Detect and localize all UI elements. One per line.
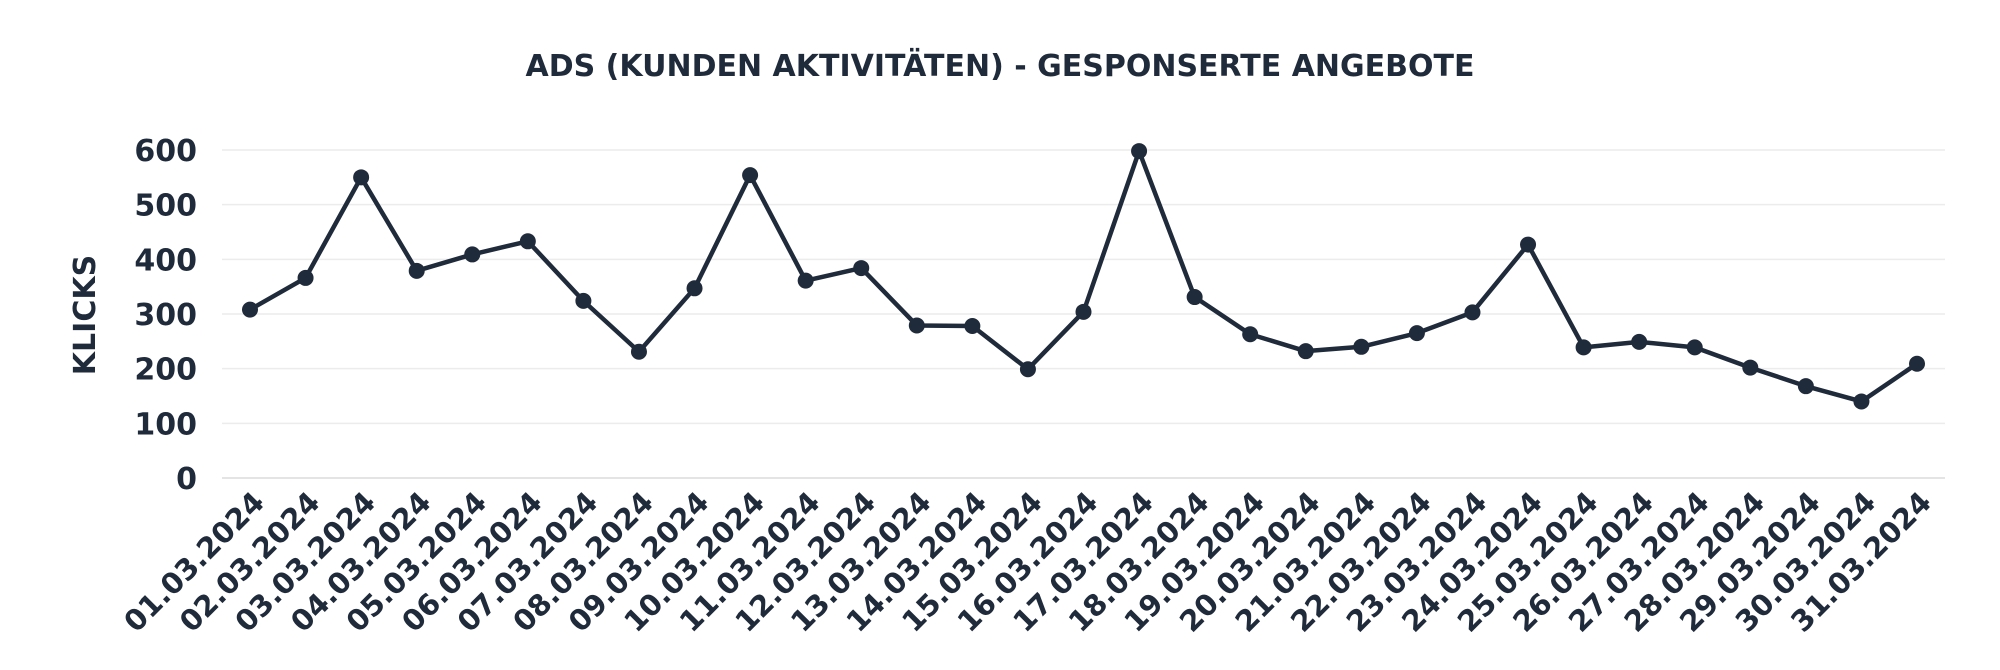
data-point	[575, 292, 592, 309]
data-point	[853, 260, 870, 277]
data-point	[1909, 355, 1925, 372]
data-point	[1019, 361, 1036, 378]
y-tick-label: 0	[176, 462, 197, 497]
data-point	[242, 301, 258, 318]
y-axis-label: KLICKS	[68, 255, 103, 375]
data-point	[408, 262, 425, 279]
y-axis-ticks: 0 100 200 300 400 500 600	[134, 134, 197, 497]
y-tick-label: 600	[134, 134, 197, 169]
data-point	[297, 269, 314, 286]
y-tick-label: 500	[134, 189, 197, 224]
data-point	[742, 167, 759, 184]
data-point	[1631, 333, 1648, 350]
gridlines	[222, 149, 1945, 479]
data-point	[908, 317, 925, 334]
data-point	[1575, 339, 1592, 356]
data-point	[1408, 325, 1425, 342]
y-tick-label: 200	[134, 353, 197, 388]
series-line	[248, 148, 1919, 404]
y-tick-label: 100	[134, 407, 197, 442]
data-point	[1297, 343, 1314, 360]
data-point	[1742, 359, 1759, 376]
data-point	[964, 318, 981, 335]
x-axis-ticks: 01.03.202402.03.202403.03.202404.03.2024…	[117, 485, 1938, 639]
data-point	[1131, 143, 1148, 160]
data-point	[519, 233, 536, 250]
y-tick-label: 300	[134, 298, 197, 333]
chart-title: ADS (KUNDEN AKTIVITÄTEN) - GESPONSERTE A…	[526, 48, 1475, 84]
data-point	[464, 246, 481, 263]
data-point	[1797, 378, 1814, 395]
data-point	[1464, 304, 1481, 321]
data-point	[686, 280, 703, 297]
data-point	[630, 343, 647, 360]
data-point	[1353, 338, 1370, 355]
data-point	[353, 169, 370, 186]
series-layer	[242, 143, 1925, 410]
data-point	[1686, 339, 1703, 356]
data-point	[797, 272, 814, 289]
data-point	[1075, 303, 1092, 320]
data-point	[1853, 393, 1870, 410]
data-point	[1242, 326, 1259, 343]
data-point	[1186, 289, 1203, 306]
data-point	[1520, 236, 1537, 253]
y-tick-label: 400	[134, 243, 197, 278]
